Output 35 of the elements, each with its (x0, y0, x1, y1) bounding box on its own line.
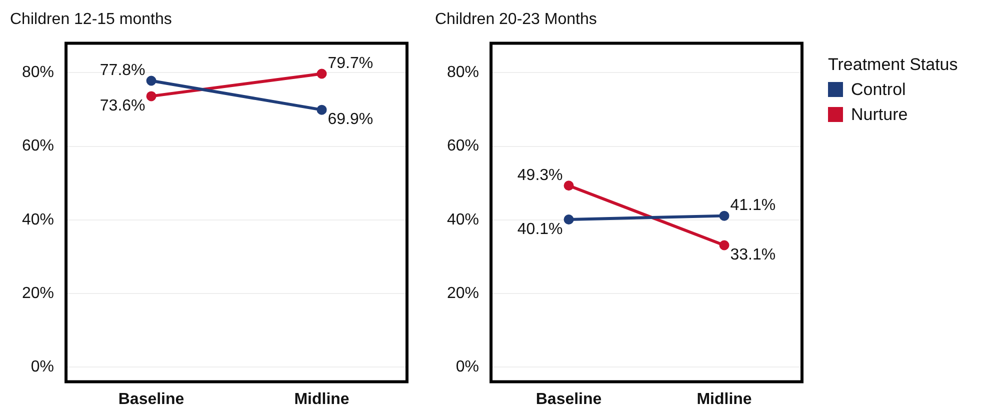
data-label: 41.1% (730, 197, 776, 214)
point (564, 214, 574, 224)
y-tick-label: 60% (22, 138, 54, 155)
point (564, 180, 574, 191)
data-label: 69.9% (328, 111, 374, 128)
point (146, 91, 156, 102)
y-tick-label: 60% (446, 138, 480, 155)
chart-title: Children 12-15 months (10, 11, 172, 28)
point (719, 210, 730, 221)
y-tick-label: 40% (446, 211, 480, 228)
y-tick-label: 80% (22, 64, 54, 82)
y-tick-label: 0% (456, 358, 480, 376)
x-tick-label: Baseline (118, 390, 184, 408)
y-tick-label: 0% (30, 358, 54, 376)
x-tick-label: Baseline (536, 390, 602, 408)
data-label: 33.1% (730, 246, 776, 264)
point (316, 68, 327, 79)
point (146, 76, 156, 86)
legend-label: Control (850, 79, 907, 101)
y-tick-label: 20% (22, 284, 54, 302)
data-label: 40.1% (517, 220, 563, 238)
data-label: 49.3% (517, 167, 563, 184)
x-tick-label: Midline (294, 390, 350, 408)
data-label: 77.8% (100, 62, 146, 80)
chart-title: Children 20-23 Months (435, 11, 597, 28)
data-label: 73.6% (100, 98, 146, 115)
legend-label: Nurture (850, 104, 909, 126)
y-tick-label: 20% (446, 284, 480, 302)
x-tick-label: Midline (696, 390, 752, 408)
y-tick-label: 40% (22, 211, 54, 228)
y-tick-label: 80% (446, 64, 480, 82)
point (719, 240, 730, 250)
data-label: 79.7% (328, 55, 374, 72)
legend-title: Treatment Status (828, 54, 958, 76)
point (316, 104, 327, 115)
